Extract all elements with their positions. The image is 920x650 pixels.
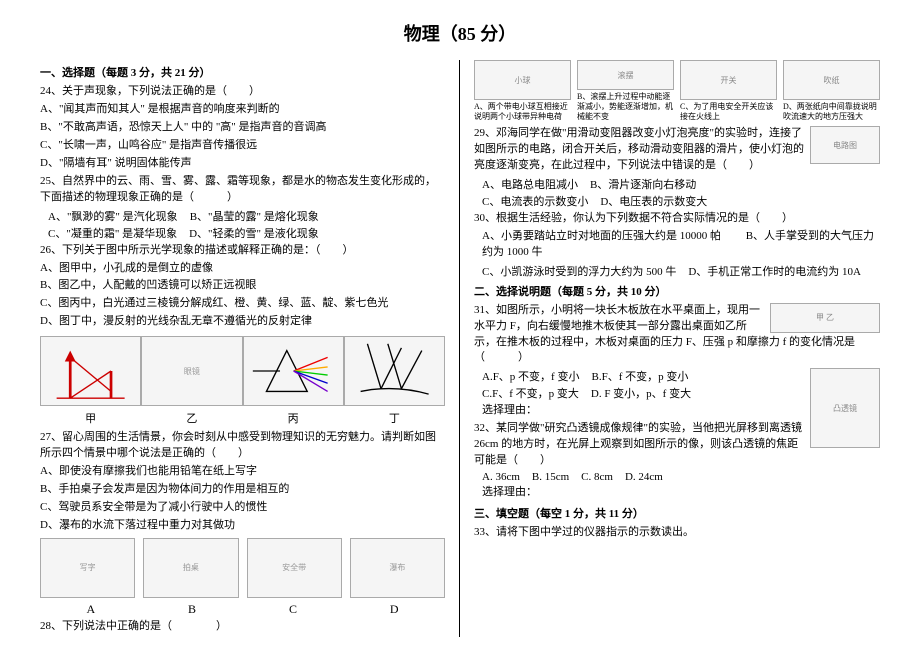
fig-B: 拍桌 bbox=[143, 538, 238, 598]
q31-opt-a: A.F、p 不变，f 变小 bbox=[482, 368, 579, 384]
q32-opt-c: C. 8cm bbox=[581, 471, 613, 483]
q31-opt-c: C.F、f 不变，p 变大 bbox=[482, 385, 579, 401]
q25-opt-d: D、"轻柔的雪" 是液化现象 bbox=[189, 225, 319, 241]
q32-opt-d: D. 24cm bbox=[625, 471, 663, 483]
fig-ding bbox=[344, 336, 445, 406]
q29-opt-a: A、电路总电阻减小 bbox=[482, 176, 578, 192]
q30-opt-c: C、小凯游泳时受到的浮力大约为 500 牛 bbox=[482, 263, 676, 279]
fig-yi: 眼镜 bbox=[141, 336, 242, 406]
label-C: C bbox=[289, 602, 297, 617]
q27-opt-a: A、即使没有摩擦我们也能用铅笔在纸上写字 bbox=[40, 464, 445, 480]
q31-opt-d: D. F 变小，p、f 变大 bbox=[591, 385, 691, 401]
q24-opt-c: C、"长啸一声，山鸣谷应" 是指声音传播很远 bbox=[40, 138, 445, 154]
fig-bing bbox=[243, 336, 344, 406]
cap-28a: A、两个带电小球互相接近说明两个小球带异种电荷 bbox=[474, 102, 571, 122]
page-title: 物理（85 分） bbox=[30, 20, 890, 46]
q29-opt-d: D、电压表的示数变大 bbox=[600, 193, 707, 209]
q27-opt-d: D、瀑布的水流下落过程中重力对其做功 bbox=[40, 518, 445, 534]
fig-28a: 小球 bbox=[474, 60, 571, 100]
q26-opt-d: D、图丁中，漫反射的光线杂乱无章不遵循光的反射定律 bbox=[40, 314, 445, 330]
right-column: 小球 A、两个带电小球互相接近说明两个小球带异种电荷 滚摆 B、滚摆上升过程中动… bbox=[460, 60, 890, 637]
q24-opt-a: A、"闻其声而知其人" 是根据声音的响度来判断的 bbox=[40, 102, 445, 118]
q25: 25、自然界中的云、雨、雪、雾、露、霜等现象，都是水的物态发生变化形成的，下面描… bbox=[40, 174, 445, 206]
q29-opt-b: B、滑片逐渐向右移动 bbox=[590, 176, 696, 192]
q27-image-strip: 写字 拍桌 安全带 瀑布 bbox=[40, 538, 445, 598]
fig-28b: 滚摆 bbox=[577, 60, 674, 90]
fig-lens: 凸透镜 bbox=[810, 368, 880, 448]
q24: 24、关于声现象，下列说法正确的是（ ） bbox=[40, 84, 445, 100]
q25-opt-c: C、"凝重的霜" 是凝华现象 bbox=[48, 225, 177, 241]
label-B: B bbox=[188, 602, 196, 617]
q27: 27、留心周围的生活情景，你会时刻从中感受到物理知识的无穷魅力。请判断如图所示四… bbox=[40, 430, 445, 462]
fig-jia bbox=[40, 336, 141, 406]
q27-opt-b: B、手拍桌子会发声是因为物体间力的作用是相互的 bbox=[40, 482, 445, 498]
left-column: 一、选择题（每题 3 分，共 21 分） 24、关于声现象，下列说法正确的是（ … bbox=[30, 60, 460, 637]
fig-board: 甲 乙 bbox=[770, 303, 880, 333]
q26-captions: 甲 乙 丙 丁 bbox=[40, 410, 445, 426]
q24-opt-b: B、"不敢高声语，恐惊天上人" 中的 "高" 是指声音的音调高 bbox=[40, 120, 445, 136]
q25-opt-a: A、"飘渺的雾" 是汽化现象 bbox=[48, 208, 178, 224]
q30-opt-a: A、小勇要踏站立时对地面的压强大约是 10000 帕 B、人手掌受到的大气压力约… bbox=[482, 229, 880, 261]
cap-jia: 甲 bbox=[85, 410, 96, 426]
section-2-head: 二、选择说明题（每题 5 分，共 10 分） bbox=[474, 283, 880, 299]
q32-reason: 选择理由： bbox=[482, 485, 880, 501]
fig-circuit: 电路图 bbox=[810, 126, 880, 164]
cap-ding: 丁 bbox=[389, 410, 400, 426]
q32-opt-a: A. 36cm bbox=[482, 471, 520, 483]
section-1-head: 一、选择题（每题 3 分，共 21 分） bbox=[40, 64, 445, 80]
q26-image-strip: 眼镜 bbox=[40, 336, 445, 406]
fig-28c: 开关 bbox=[680, 60, 777, 100]
section-3-head: 三、填空题（每空 1 分，共 11 分） bbox=[474, 505, 880, 521]
q31-opt-b: B.F、f 不变，p 变小 bbox=[591, 368, 688, 384]
q28: 28、下列说法中正确的是（ ） bbox=[40, 619, 445, 635]
fig-C: 安全带 bbox=[247, 538, 342, 598]
q28-image-strip: 小球 A、两个带电小球互相接近说明两个小球带异种电荷 滚摆 B、滚摆上升过程中动… bbox=[474, 60, 880, 122]
q25-opt-b: B、"晶莹的露" 是熔化现象 bbox=[190, 208, 319, 224]
q30: 30、根据生活经验，你认为下列数据不符合实际情况的是（ ） bbox=[474, 211, 880, 227]
cap-28d: D、两张纸向中间靠拢说明吹流速大的地方压强大 bbox=[783, 102, 880, 122]
q32-opt-b: B. 15cm bbox=[532, 471, 569, 483]
cap-28c: C、为了用电安全开关应该接在火线上 bbox=[680, 102, 777, 122]
q26-opt-a: A、图甲中，小孔成的是倒立的虚像 bbox=[40, 261, 445, 277]
q26-opt-c: C、图丙中，白光通过三棱镜分解成红、橙、黄、绿、蓝、靛、紫七色光 bbox=[40, 296, 445, 312]
two-column-layout: 一、选择题（每题 3 分，共 21 分） 24、关于声现象，下列说法正确的是（ … bbox=[30, 60, 890, 637]
fig-A: 写字 bbox=[40, 538, 135, 598]
q27-opt-c: C、驾驶员系安全带是为了减小行驶中人的惯性 bbox=[40, 500, 445, 516]
q27-labels: A B C D bbox=[40, 602, 445, 617]
fig-28d: 吹纸 bbox=[783, 60, 880, 100]
q24-opt-d: D、"隔墙有耳" 说明固体能传声 bbox=[40, 156, 445, 172]
q33: 33、请将下图中学过的仪器指示的示数读出。 bbox=[474, 525, 880, 541]
fig-D: 瀑布 bbox=[350, 538, 445, 598]
cap-yi: 乙 bbox=[186, 410, 197, 426]
q29-opt-c: C、电流表的示数变小 bbox=[482, 193, 588, 209]
q30-opt-d: D、手机正常工作时的电流约为 10A bbox=[688, 263, 861, 279]
label-A: A bbox=[86, 602, 95, 617]
q26-opt-b: B、图乙中，人配戴的凹透镜可以矫正远视眼 bbox=[40, 278, 445, 294]
cap-bing: 丙 bbox=[288, 410, 299, 426]
cap-28b: B、滚摆上升过程中动能逐渐减小，势能逐渐增加，机械能不变 bbox=[577, 92, 674, 122]
q30a-txt: A、小勇要踏站立时对地面的压强大约是 10000 帕 bbox=[482, 230, 721, 242]
q26: 26、下列关于图中所示光学现象的描述或解释正确的是：（ ） bbox=[40, 243, 445, 259]
label-D: D bbox=[390, 602, 399, 617]
